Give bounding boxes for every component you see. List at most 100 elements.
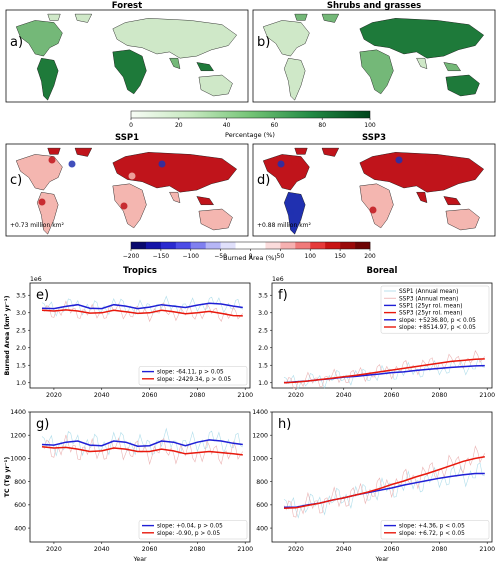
colorbar-ticks: 0 20 40 60 80 100 (129, 118, 376, 129)
x-tick-label: 2080 (432, 392, 448, 399)
continent-shape (196, 196, 214, 206)
y-tick-label: 1.5 (258, 362, 268, 369)
y-tick-label: 800 (14, 479, 26, 486)
y-tick-label: 3.5 (16, 292, 26, 299)
continent-shape (359, 152, 485, 193)
colorbar-tick-label: −200 (123, 253, 140, 260)
x-tick-label: 2080 (432, 546, 448, 553)
colorbar-block (145, 242, 162, 249)
colorbar-tick-label: 200 (364, 253, 376, 260)
burned-area-patch (425, 158, 433, 166)
colorbar-block (340, 242, 356, 249)
x-tick-label: 2020 (288, 392, 304, 399)
legend-label: SSP3 (Annual mean) (399, 296, 458, 302)
continent-shape (445, 208, 480, 231)
y-tick-label: 1200 (252, 432, 268, 439)
colorbar-tick-label: 20 (175, 122, 183, 129)
y-tick-label: 1.0 (16, 380, 26, 387)
panel-label-d: d) (257, 173, 270, 188)
x-tick-label: 2060 (384, 546, 400, 553)
colorbar-block (175, 242, 192, 249)
colorbar-label: Burned Area (%) (223, 254, 277, 262)
colorbar-burned: −200 −150 −100 −50 0 50 100 150 200 Burned Area … (123, 241, 376, 262)
continent-shape (74, 147, 93, 157)
colorbar-tick-label: 0 (129, 122, 133, 129)
colorbar-tick-label: 100 (305, 253, 317, 260)
y-tick-label: 600 (14, 502, 26, 509)
continent-shape (443, 62, 461, 72)
map-annotation: +0.73 million km² (10, 222, 65, 229)
legend-label: slope: +5236.80, p < 0.05 (399, 318, 476, 324)
colorbar-block (205, 242, 221, 249)
continent-shape (321, 147, 340, 157)
legend-box (380, 285, 490, 334)
x-tick-label: 2060 (384, 392, 400, 399)
continent-shape (112, 18, 238, 59)
legend-label: slope: +8514.97, p < 0.05 (399, 325, 476, 331)
x-tick-label: 2060 (142, 546, 158, 553)
y-tick-label: 1200 (10, 432, 26, 439)
colorbar-block (250, 242, 266, 249)
colorbar-ticks: −200 −150 −100 −50 0 50 100 150 200 (123, 249, 376, 260)
y-tick-label: 2.0 (16, 345, 26, 352)
forest-landmass (15, 13, 238, 101)
y-tick-label: 1400 (10, 409, 26, 416)
continent-shape (294, 147, 308, 155)
chart-e: 1.0 1.5 2.0 2.5 3.0 3.5 2020 2040 2060 2080 2100 1e… (4, 276, 253, 399)
legend-box (380, 520, 490, 540)
continent-shape (359, 183, 394, 229)
continent-shape (112, 152, 238, 193)
map-shrubs: Shrubs and grasses b) (252, 1, 496, 103)
colorbar-block (235, 242, 251, 249)
map-forest: Forest a) (5, 1, 249, 103)
y-tick-label: 2.5 (16, 327, 26, 334)
ssp1-landmass (15, 147, 238, 235)
continent-shape (359, 18, 485, 59)
chart-f: 1.0 1.5 2.0 2.5 3.0 3.5 2020 2040 2060 2080 2100 1e… (258, 276, 495, 399)
burned-area-patch (287, 208, 295, 216)
continent-shape (47, 147, 61, 155)
y-offset-label: 1e6 (30, 276, 42, 283)
colorbar-tick-label: −50 (214, 253, 227, 260)
burned-area-patch (68, 160, 76, 168)
series-line (41, 302, 243, 310)
colorbar-block (190, 242, 206, 249)
continent-shape (198, 74, 233, 97)
colorbar-block (131, 242, 147, 249)
y-tick-label: 1400 (252, 409, 268, 416)
colorbar-block (295, 242, 311, 249)
series-line (283, 358, 485, 384)
legend-box (138, 366, 248, 386)
panel-label: f) (278, 288, 288, 303)
column-title-boreal: Boreal (367, 266, 398, 276)
y-axis-label: TC (Tg yr⁻¹) (4, 457, 11, 498)
continent-shape (294, 13, 308, 21)
continent-shape (15, 154, 63, 191)
burned-area-patch (375, 168, 383, 176)
x-tick-label: 2100 (479, 392, 495, 399)
ssp3-landmass (262, 147, 485, 235)
continent-shape (196, 62, 214, 72)
continent-shape (47, 13, 61, 21)
y-tick-label: 400 (14, 525, 26, 532)
burned-area-patch (451, 164, 459, 172)
panel-label-b: b) (257, 35, 270, 50)
burned-area-patch (188, 156, 196, 164)
y-tick-label: 1000 (10, 456, 26, 463)
legend-label: slope: +0.04, p > 0.05 (157, 524, 223, 530)
x-tick-label: 2040 (336, 392, 352, 399)
burned-area-patch (395, 156, 403, 164)
y-axis-label: Burned Area (km² yr⁻¹) (4, 295, 11, 375)
continent-shape (416, 57, 428, 70)
y-tick-label: 3.0 (258, 310, 268, 317)
x-axis-label: Year (132, 556, 147, 563)
continent-shape (15, 20, 63, 57)
x-tick-label: 2100 (237, 546, 253, 553)
x-tick-label: 2100 (237, 392, 253, 399)
colorbar-tick-label: 50 (277, 253, 285, 260)
x-tick-label: 2040 (336, 546, 352, 553)
shrubs-landmass (262, 13, 485, 101)
colorbar-tick-label: −100 (183, 253, 200, 260)
panel-label-c: c) (10, 173, 22, 188)
